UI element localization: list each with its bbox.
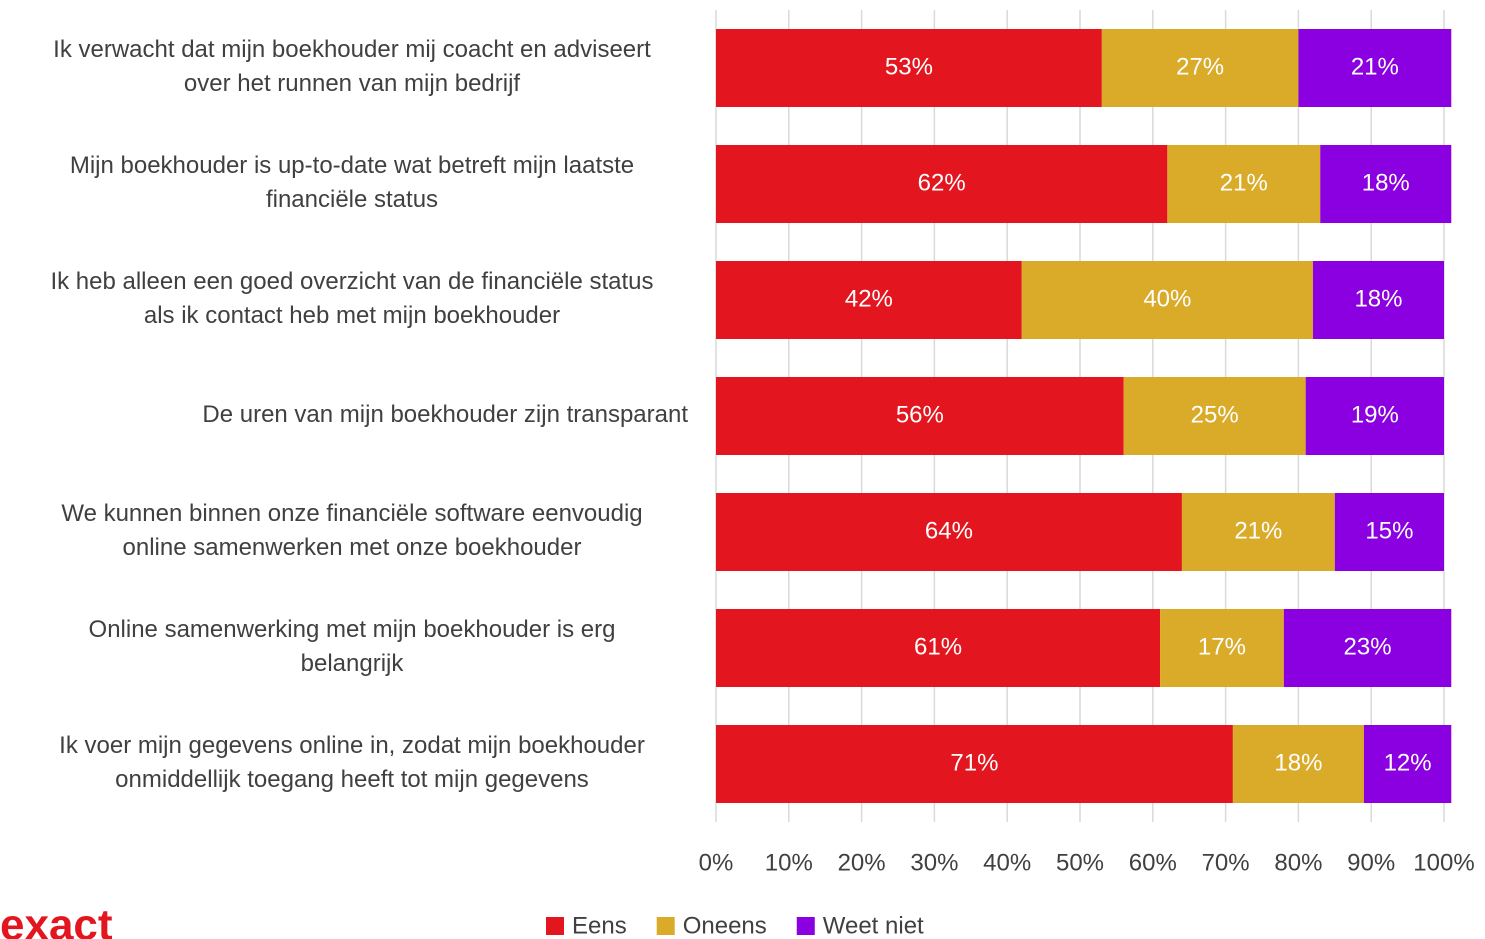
x-tick-label: 20% [838, 849, 886, 876]
category-label: De uren van mijn boekhouder zijn transpa… [202, 401, 688, 428]
x-tick-label: 50% [1056, 849, 1104, 876]
data-label: 25% [1191, 401, 1239, 428]
x-tick-label: 70% [1202, 849, 1250, 876]
data-label: 62% [918, 169, 966, 196]
data-label: 23% [1344, 633, 1392, 660]
bar-segment [716, 725, 1233, 803]
data-label: 12% [1384, 749, 1432, 776]
category-label: Ik verwacht dat mijn boekhouder mij coac… [53, 36, 651, 97]
data-label: 18% [1354, 285, 1402, 312]
data-label: 53% [885, 53, 933, 80]
x-tick-label: 0% [699, 849, 734, 876]
bar-segment [1021, 261, 1313, 339]
x-tick-label: 90% [1347, 849, 1395, 876]
data-label: 27% [1176, 53, 1224, 80]
bar-segment [716, 29, 1102, 107]
x-tick-label: 10% [765, 849, 813, 876]
legend-swatch [546, 917, 564, 935]
data-label: 61% [914, 633, 962, 660]
bar-segment [1181, 493, 1335, 571]
x-tick-label: 100% [1413, 849, 1474, 876]
data-label: 56% [896, 401, 944, 428]
bar-segment [1101, 29, 1299, 107]
bar-segment [1312, 261, 1444, 339]
bar-segment [716, 609, 1161, 687]
bar-segment [1167, 145, 1321, 223]
category-label: Ik heb alleen een goed overzicht van de … [50, 268, 653, 329]
category-label: We kunnen binnen onze financiële softwar… [61, 500, 642, 561]
data-label: 21% [1234, 517, 1282, 544]
data-label: 64% [925, 517, 973, 544]
data-label: 40% [1143, 285, 1191, 312]
category-label: Mijn boekhouder is up-to-date wat betref… [70, 152, 634, 213]
bar-segment [1298, 29, 1452, 107]
bar-segment [1123, 377, 1306, 455]
data-label: 15% [1365, 517, 1413, 544]
data-label: 71% [950, 749, 998, 776]
category-label: Ik voer mijn gegevens online in, zodat m… [59, 732, 645, 793]
bar-segment [1334, 493, 1444, 571]
category-label: Online samenwerking met mijn boekhouder … [89, 616, 616, 677]
legend-swatch [796, 917, 815, 935]
legend-label: Weet niet [823, 912, 924, 939]
data-label: 18% [1362, 169, 1410, 196]
legend-swatch [656, 917, 675, 935]
data-label: 19% [1351, 401, 1399, 428]
data-label: 21% [1220, 169, 1268, 196]
x-tick-label: 80% [1274, 849, 1322, 876]
bar-segment [716, 145, 1168, 223]
bar-segment [716, 377, 1124, 455]
bar-segment [1283, 609, 1452, 687]
bar-segment [1232, 725, 1364, 803]
data-label: 21% [1351, 53, 1399, 80]
data-label: 17% [1198, 633, 1246, 660]
x-tick-label: 60% [1129, 849, 1177, 876]
bar-segment [716, 493, 1182, 571]
x-tick-label: 40% [983, 849, 1031, 876]
bar-segment [1305, 377, 1444, 455]
data-label: 18% [1274, 749, 1322, 776]
bar-segment [1160, 609, 1284, 687]
data-label: 42% [845, 285, 893, 312]
bar-segment [1363, 725, 1452, 803]
bar-segment [1320, 145, 1452, 223]
legend-label: Eens [572, 912, 627, 939]
logo: exact [0, 901, 113, 939]
legend-label: Oneens [683, 912, 767, 939]
bar-segment [716, 261, 1022, 339]
x-tick-label: 30% [910, 849, 958, 876]
